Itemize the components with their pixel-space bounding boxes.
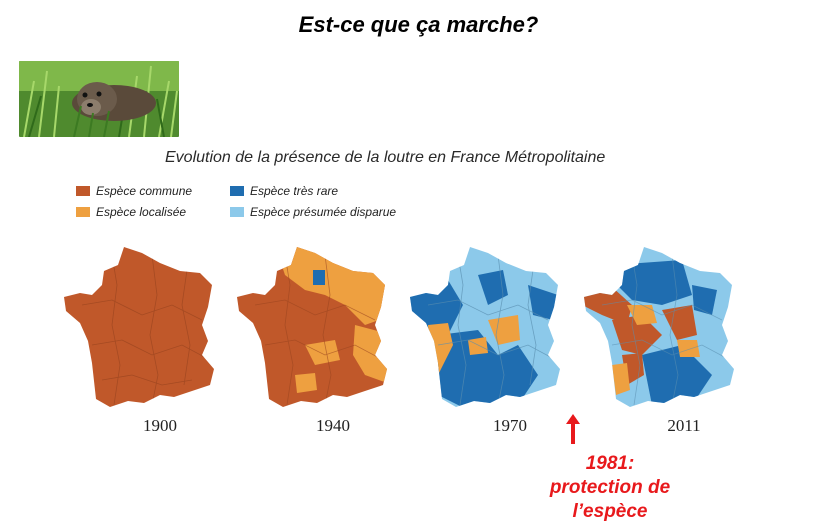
- otter-photo: [19, 61, 179, 137]
- arrow-up-icon: [566, 414, 580, 444]
- legend-label: Espèce commune: [96, 184, 193, 198]
- legend-item-tres-rare: Espèce très rare: [230, 184, 338, 198]
- map-1970: [408, 245, 566, 410]
- year-label-1900: 1900: [143, 416, 177, 435]
- legend: Espèce commune Espèce localisée Espèce t…: [76, 184, 436, 224]
- legend-swatch-commune: [76, 186, 90, 196]
- year-label-2011: 2011: [667, 416, 701, 435]
- legend-item-disparue: Espèce présumée disparue: [230, 205, 396, 219]
- figure-title: Evolution de la présence de la loutre en…: [165, 149, 606, 166]
- map-1940: [235, 245, 393, 410]
- map-1900: [62, 245, 220, 410]
- protection-annotation: 1981: protection de l’espèce: [520, 452, 700, 524]
- legend-label: Espèce présumée disparue: [250, 205, 397, 219]
- annotation-line-1: 1981:: [585, 453, 635, 474]
- legend-item-localisee: Espèce localisée: [76, 205, 186, 219]
- year-label-1970: 1970: [493, 416, 527, 435]
- annotation-line-2: protection de: [549, 477, 671, 498]
- legend-item-commune: Espèce commune: [76, 184, 192, 198]
- legend-label: Espèce très rare: [250, 184, 339, 198]
- year-label-1940: 1940: [316, 416, 350, 435]
- maps-row: [60, 245, 740, 415]
- legend-swatch-disparue: [230, 207, 244, 217]
- map-2011: [582, 245, 740, 410]
- legend-swatch-localisee: [76, 207, 90, 217]
- legend-label: Espèce localisée: [96, 205, 187, 219]
- legend-swatch-tres-rare: [230, 186, 244, 196]
- slide-title: Est-ce que ça marche?: [298, 12, 539, 37]
- annotation-line-3: l’espèce: [572, 501, 648, 522]
